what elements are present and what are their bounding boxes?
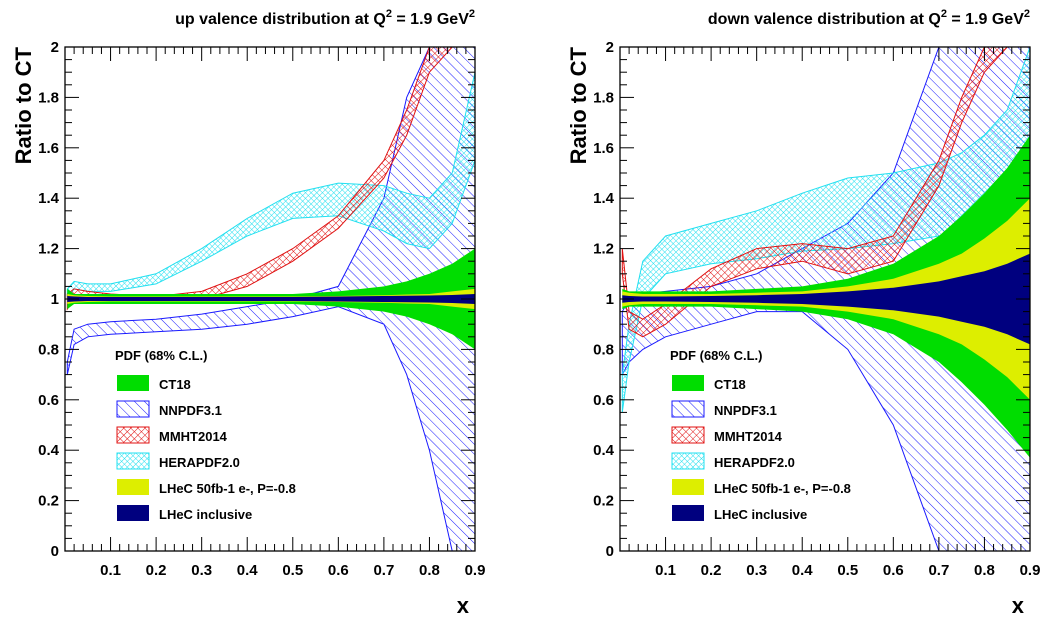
legend-label: CT18 <box>159 377 191 392</box>
legend-label: NNPDF3.1 <box>159 403 222 418</box>
y-tick-label: 0 <box>606 543 614 560</box>
y-tick-label: 1 <box>606 291 614 308</box>
x-tick-label: 0.4 <box>237 562 259 579</box>
legend-swatch <box>116 426 150 444</box>
legend-label: MMHT2014 <box>714 429 783 444</box>
x-tick-label: 0.9 <box>465 562 486 579</box>
y-tick-label: 1.2 <box>593 241 614 258</box>
legend-swatch <box>671 400 705 418</box>
y-axis-label: Ratio to CT <box>11 46 36 164</box>
x-tick-label: 0.5 <box>837 562 858 579</box>
y-tick-label: 0.4 <box>38 442 60 459</box>
panel-down-valence: 0.1 0.2 0.3 0.4 0.5 0.6 0.7 0.8 0.9 0 0.2 0.4 0.6 0.8… <box>566 8 1040 617</box>
y-tick-label: 0.2 <box>593 493 614 510</box>
x-tick-label: 0.8 <box>974 562 995 579</box>
y-tick-label: 1.6 <box>593 140 614 157</box>
legend-label: HERAPDF2.0 <box>159 455 240 470</box>
chart-title: down valence distribution at Q2 = 1.9 Ge… <box>708 8 1030 28</box>
y-tick-label: 1.8 <box>593 89 614 106</box>
legend-swatch <box>672 479 704 495</box>
legend-label: NNPDF3.1 <box>714 403 777 418</box>
x-tick-label: 0.6 <box>883 562 904 579</box>
y-tick-label: 1.8 <box>38 89 59 106</box>
x-tick-label: 0.3 <box>191 562 212 579</box>
legend-label: CT18 <box>714 377 746 392</box>
band-lhec-inclusive <box>67 294 475 304</box>
x-tick-label: 0.2 <box>701 562 722 579</box>
panel-up-valence: 0.1 0.2 0.3 0.4 0.5 0.6 0.7 0.8 0.9 0 0.2 0.4 0.6 0.8… <box>11 8 485 617</box>
legend-swatch <box>117 505 149 521</box>
legend-swatch <box>117 479 149 495</box>
x-tick-label: 0.4 <box>792 562 814 579</box>
x-tick-label: 0.3 <box>746 562 767 579</box>
x-tick-label: 0.6 <box>328 562 349 579</box>
band-lhec-inclusive <box>622 253 1030 345</box>
y-tick-label: 0.8 <box>38 341 59 358</box>
y-tick-label: 1.2 <box>38 241 59 258</box>
chart-title: up valence distribution at Q2 = 1.9 GeV2 <box>175 8 475 28</box>
y-tick-label: 1.4 <box>593 190 615 207</box>
legend-label: LHeC inclusive <box>159 507 252 522</box>
legend-label: LHeC 50fb-1 e-, P=-0.8 <box>159 481 296 496</box>
bands <box>66 47 475 551</box>
y-tick-label: 1.6 <box>38 140 59 157</box>
legend-label: LHeC 50fb-1 e-, P=-0.8 <box>714 481 851 496</box>
legend-swatch <box>671 452 705 470</box>
x-axis-label: x <box>457 593 470 617</box>
band-herapdf2-0 <box>621 47 1030 413</box>
legend-title: PDF (68% C.L.) <box>115 348 207 363</box>
legend-label: MMHT2014 <box>159 429 228 444</box>
y-tick-label: 0.6 <box>593 392 614 409</box>
band-herapdf2-0 <box>66 72 475 301</box>
legend-swatch <box>671 426 705 444</box>
legend-title: PDF (68% C.L.) <box>670 348 762 363</box>
legend: PDF (68% C.L.) CT18 NNPDF3.1 MMHT2014 HERAPD… <box>115 348 296 522</box>
legend-label: LHeC inclusive <box>714 507 807 522</box>
legend-swatch <box>116 400 150 418</box>
legend-swatch <box>672 505 704 521</box>
x-tick-label: 0.8 <box>419 562 440 579</box>
x-tick-label: 0.7 <box>373 562 394 579</box>
y-tick-label: 1 <box>51 291 59 308</box>
y-tick-label: 0.2 <box>38 493 59 510</box>
x-axis-label: x <box>1012 593 1025 617</box>
y-tick-label: 0.6 <box>38 392 59 409</box>
legend-swatch <box>117 375 149 391</box>
y-tick-label: 0.8 <box>593 341 614 358</box>
legend-swatch <box>116 452 150 470</box>
y-axis-label: Ratio to CT <box>566 46 591 164</box>
x-tick-label: 0.9 <box>1020 562 1041 579</box>
y-tick-label: 0 <box>51 543 59 560</box>
x-tick-label: 0.2 <box>146 562 167 579</box>
x-tick-label: 0.5 <box>282 562 303 579</box>
x-tick-label: 0.1 <box>100 562 121 579</box>
legend: PDF (68% C.L.) CT18 NNPDF3.1 MMHT2014 HERAPD… <box>670 348 851 522</box>
y-tick-label: 2 <box>51 39 59 56</box>
y-tick-label: 2 <box>606 39 614 56</box>
x-tick-label: 0.7 <box>928 562 949 579</box>
x-tick-label: 0.1 <box>655 562 676 579</box>
y-tick-label: 1.4 <box>38 190 60 207</box>
bands <box>621 47 1030 551</box>
legend-swatch <box>672 375 704 391</box>
legend-label: HERAPDF2.0 <box>714 455 795 470</box>
y-tick-label: 0.4 <box>593 442 615 459</box>
